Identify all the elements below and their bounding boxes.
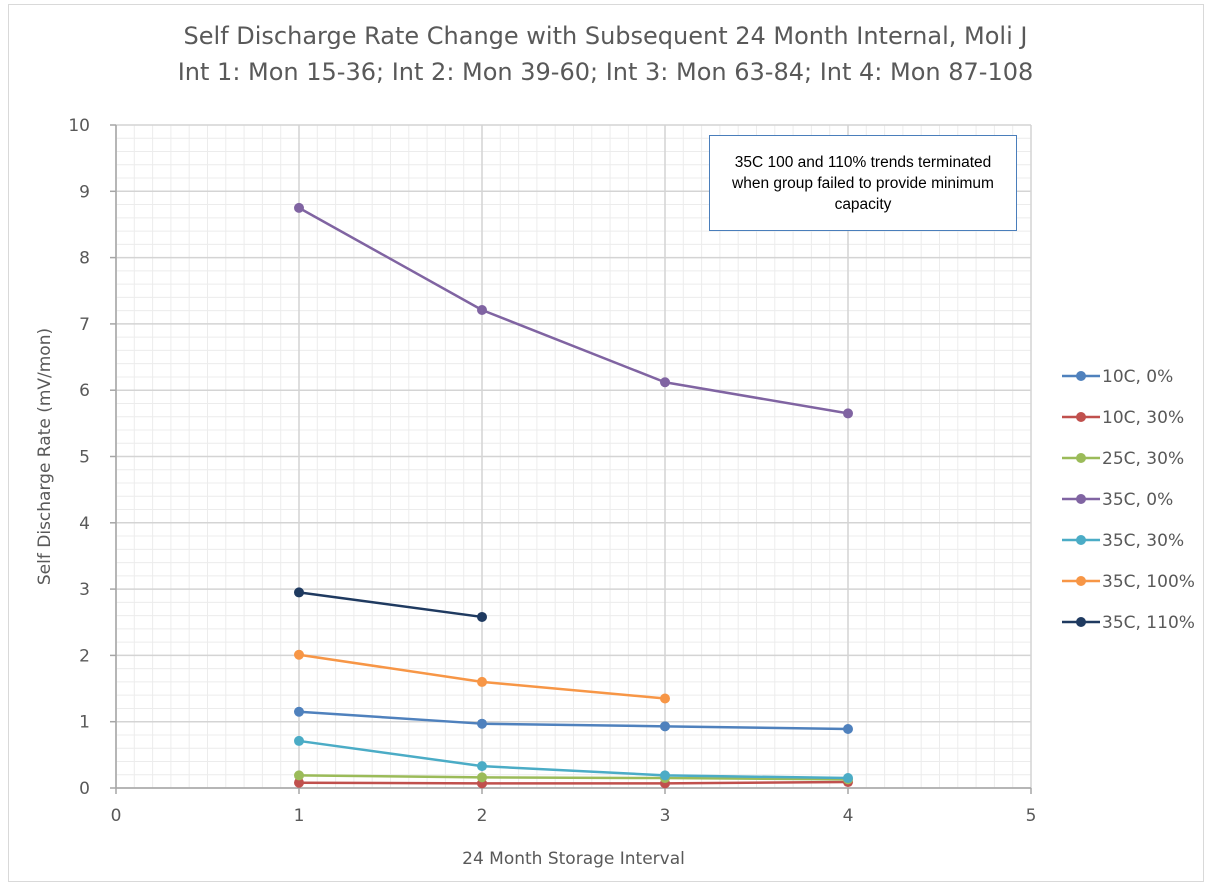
x-tick-label: 0 <box>111 806 122 826</box>
legend-item: 35C, 0% <box>1062 490 1173 510</box>
legend: 10C, 0% 10C, 30% 25C, 30% 35C, 0% 35C, 30% 35… <box>1062 367 1195 633</box>
data-point <box>477 718 487 729</box>
legend-label: 10C, 0% <box>1102 367 1173 387</box>
x-tick-label: 3 <box>660 806 671 826</box>
legend-label: 35C, 110% <box>1102 613 1195 633</box>
legend-item: 25C, 30% <box>1062 449 1184 469</box>
legend-swatch-marker <box>1076 576 1086 586</box>
data-point <box>843 408 853 419</box>
y-tick-label: 10 <box>68 116 90 136</box>
legend-item: 35C, 30% <box>1062 531 1184 551</box>
legend-label: 10C, 30% <box>1102 408 1184 428</box>
x-tick-label: 2 <box>477 806 488 826</box>
y-axis-title: Self Discharge Rate (mV/mon) <box>35 328 55 585</box>
data-point <box>477 304 487 315</box>
data-point <box>477 772 487 783</box>
x-tick-label: 4 <box>843 806 854 826</box>
chart-title-block: Self Discharge Rate Change with Subseque… <box>0 18 1211 90</box>
data-point <box>294 202 304 213</box>
data-point <box>660 693 670 704</box>
legend-label: 35C, 30% <box>1102 531 1184 551</box>
data-point <box>477 611 487 622</box>
legend-swatch-marker <box>1076 412 1086 422</box>
data-point <box>294 770 304 781</box>
series-4 <box>294 735 853 784</box>
legend-swatch-marker <box>1076 617 1086 627</box>
annotation-box: 35C 100 and 110% trends terminated when … <box>709 135 1017 231</box>
data-point <box>294 587 304 598</box>
y-tick-label: 6 <box>79 381 90 401</box>
data-point <box>294 649 304 660</box>
y-tick-label: 3 <box>79 580 90 600</box>
data-point <box>843 773 853 784</box>
series-line <box>298 780 849 785</box>
series-0 <box>294 706 853 734</box>
legend-swatch-marker <box>1076 494 1086 504</box>
chart-subtitle: Int 1: Mon 15-36; Int 2: Mon 39-60; Int … <box>177 58 1034 86</box>
series-6 <box>294 587 487 622</box>
x-tick-label: 5 <box>1026 806 1037 826</box>
series-line <box>298 710 849 731</box>
legend-swatch-marker <box>1076 453 1086 463</box>
data-point <box>660 721 670 732</box>
y-tick-label: 0 <box>79 779 90 799</box>
series-line <box>298 591 483 619</box>
data-point <box>660 377 670 388</box>
data-point <box>660 770 670 781</box>
series-5 <box>294 649 670 704</box>
chart-title: Self Discharge Rate Change with Subseque… <box>183 22 1028 50</box>
x-axis-title: 24 Month Storage Interval <box>462 849 685 869</box>
legend-label: 35C, 0% <box>1102 490 1173 510</box>
data-point <box>477 761 487 772</box>
legend-label: 35C, 100% <box>1102 572 1195 592</box>
x-tick-label: 1 <box>294 806 305 826</box>
data-point <box>294 706 304 717</box>
data-point <box>477 676 487 687</box>
data-point <box>294 777 304 788</box>
annotation-text: 35C 100 and 110% trends terminated when … <box>732 153 994 213</box>
series-line <box>298 206 849 415</box>
y-tick-label: 9 <box>79 182 90 202</box>
legend-item: 10C, 30% <box>1062 408 1184 428</box>
series-line <box>298 739 849 780</box>
legend-item: 10C, 0% <box>1062 367 1173 387</box>
series-line <box>298 774 849 781</box>
legend-item: 35C, 110% <box>1062 613 1195 633</box>
y-tick-label: 1 <box>79 713 90 733</box>
series-3 <box>294 202 853 419</box>
data-point <box>843 723 853 734</box>
y-tick-label: 8 <box>79 249 90 269</box>
legend-swatch-marker <box>1076 371 1086 381</box>
legend-item: 35C, 100% <box>1062 572 1195 592</box>
legend-label: 25C, 30% <box>1102 449 1184 469</box>
y-tick-label: 4 <box>79 514 90 534</box>
y-tick-label: 2 <box>79 646 90 666</box>
y-tick-label: 5 <box>79 448 90 468</box>
y-tick-label: 7 <box>79 315 90 335</box>
data-point <box>294 735 304 746</box>
legend-swatch-marker <box>1076 535 1086 545</box>
